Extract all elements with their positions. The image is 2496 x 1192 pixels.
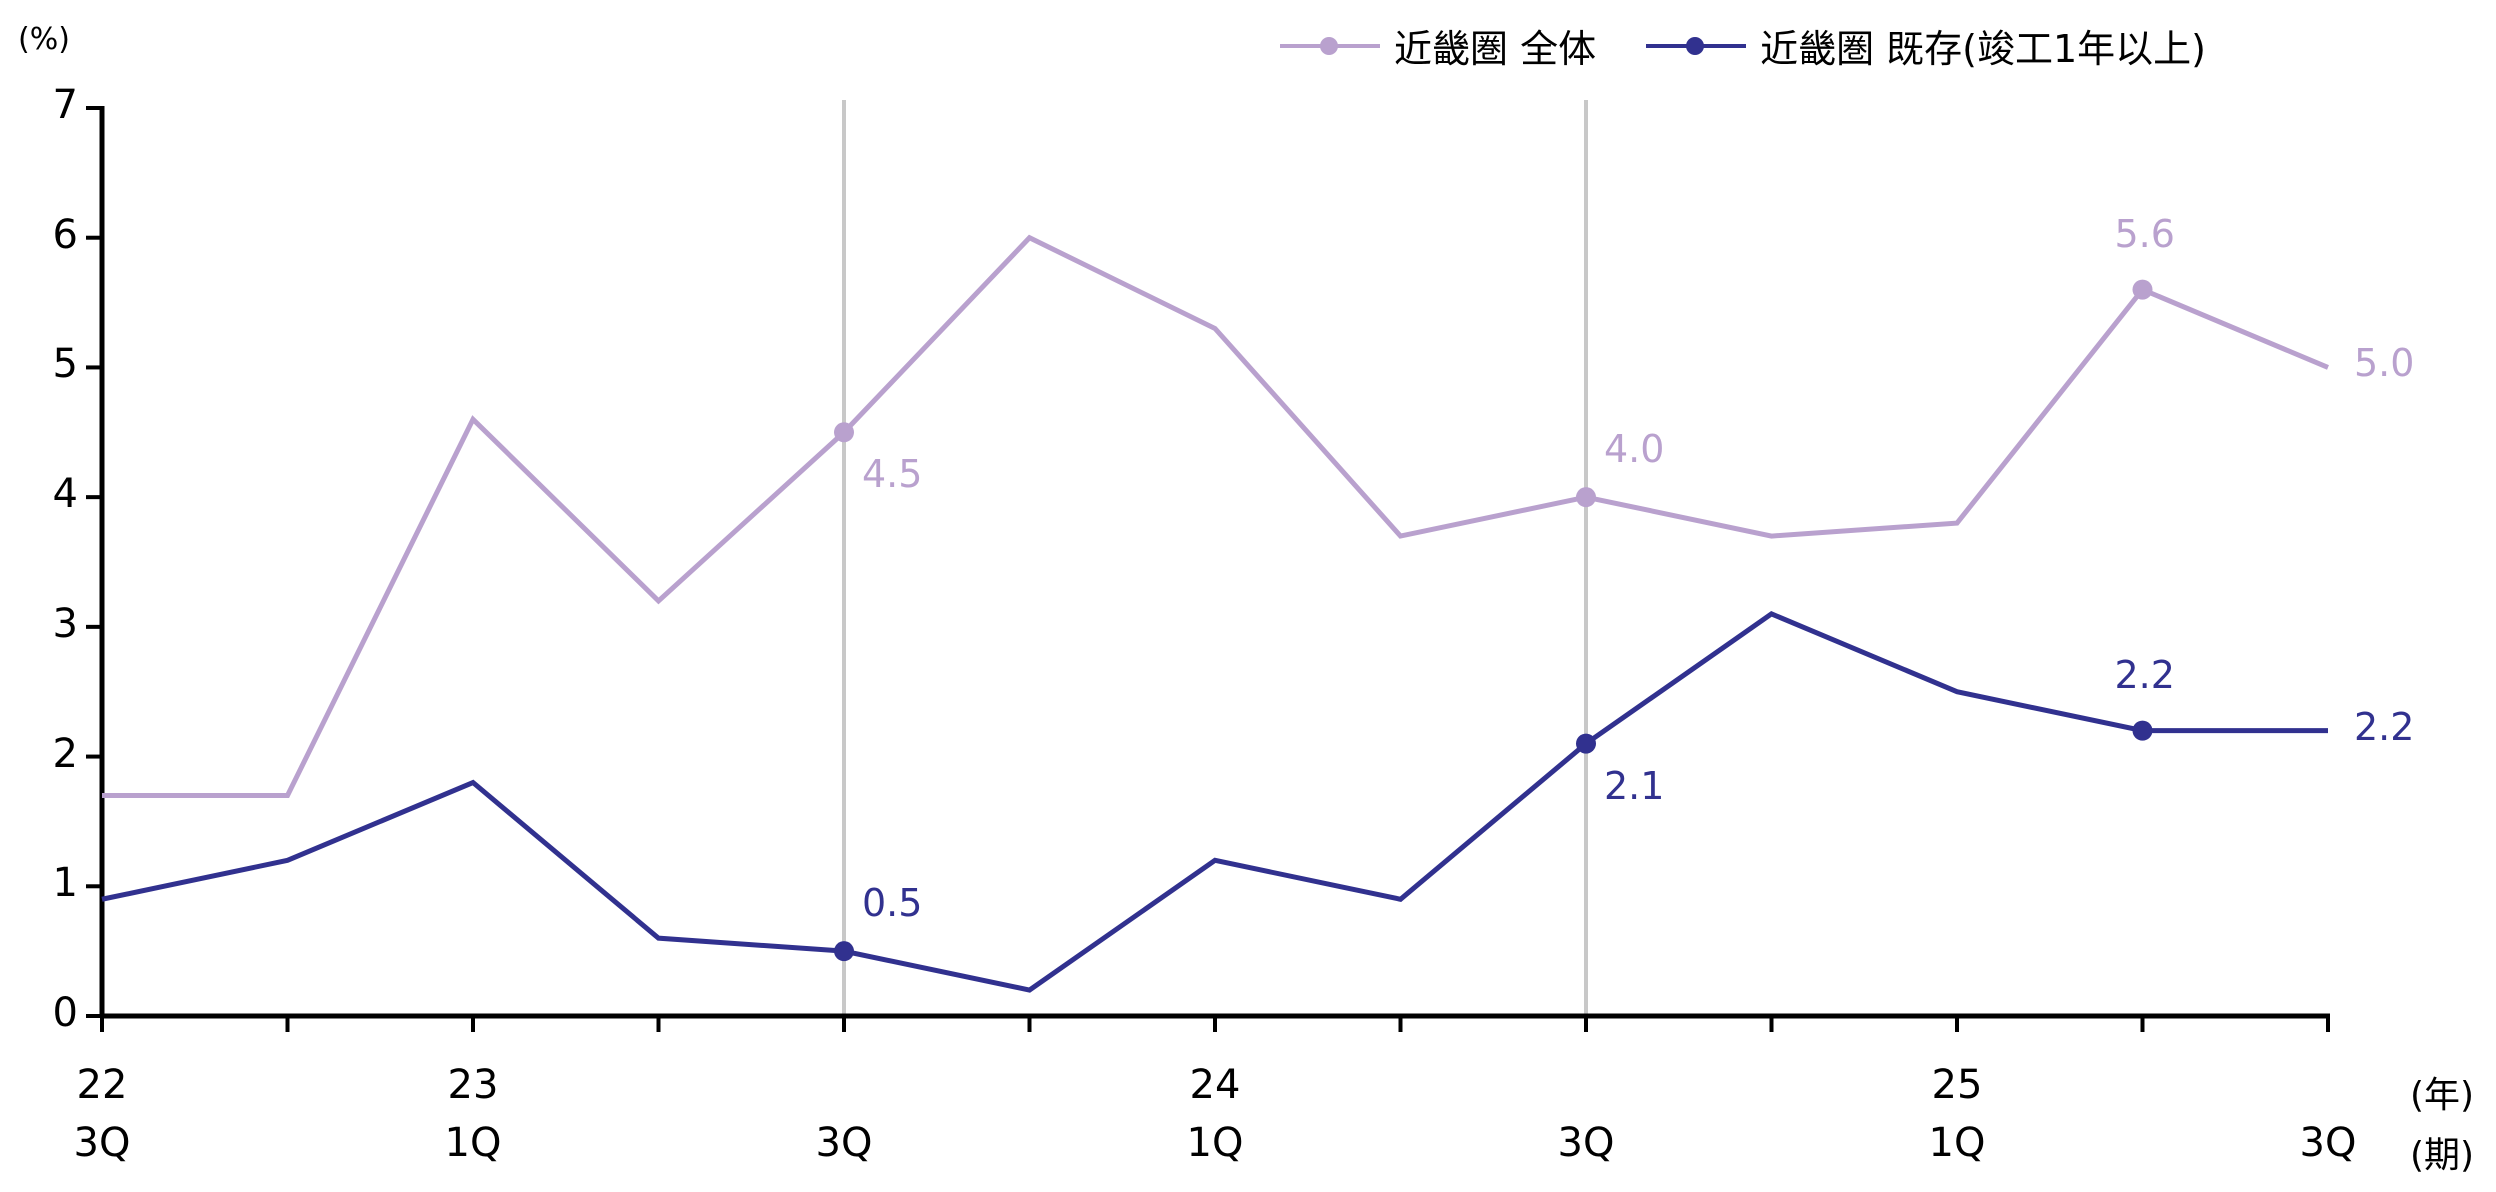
y-tick-label: 4: [52, 471, 78, 518]
y-tick-label: 0: [52, 990, 78, 1036]
x-tick-label-year: 22: [76, 1062, 128, 1108]
x-tick-label-year: 24: [1189, 1062, 1241, 1108]
data-label: 2.2: [2354, 704, 2415, 749]
data-label: 5.6: [2114, 211, 2175, 256]
y-tick-label: 3: [52, 600, 78, 647]
y-axis-unit: (%): [18, 22, 70, 57]
y-tick-label: 2: [52, 730, 78, 777]
x-tick-label-quarter: 3Q: [73, 1120, 131, 1166]
axes: [86, 106, 2330, 1032]
reference-lines: [842, 100, 1588, 1016]
data-point-marker: [1576, 487, 1596, 508]
data-point-marker: [834, 422, 854, 443]
data-point-marker: [2132, 720, 2153, 741]
x-tick-label-quarter: 1Q: [1928, 1120, 1986, 1166]
x-axis-unit-period: (期): [2410, 1135, 2475, 1176]
y-tick-label: 6: [52, 211, 78, 258]
series-line: [101, 611, 2328, 993]
y-tick-label: 5: [52, 341, 78, 388]
y-tick-label: 7: [52, 82, 78, 128]
data-label: 2.1: [1604, 763, 1665, 808]
data-point-marker: [834, 941, 854, 962]
series-1: [101, 611, 2328, 993]
y-tick-label: 1: [52, 860, 78, 907]
x-tick-label-quarter: 1Q: [1186, 1120, 1244, 1166]
legend-item-existing: 近畿圏 既存(竣工1年以上): [1646, 18, 2206, 73]
x-tick-label-quarter: 1Q: [444, 1120, 502, 1166]
legend-marker-icon: [1646, 31, 1747, 61]
data-label: 0.5: [862, 881, 923, 926]
legend-item-total: 近畿圏 全体: [1280, 18, 1596, 73]
series-layer: [101, 234, 2329, 993]
data-point-marker: [2132, 279, 2153, 300]
data-point-marker: [1576, 733, 1596, 754]
series-0: [102, 234, 2329, 798]
x-tick-label-quarter: 3Q: [2299, 1120, 2357, 1166]
x-tick-label-quarter: 3Q: [815, 1120, 873, 1166]
legend: 近畿圏 全体 近畿圏 既存(竣工1年以上): [1280, 18, 2206, 73]
legend-label: 近畿圏 既存(竣工1年以上): [1760, 27, 2207, 71]
legend-label: 近畿圏 全体: [1394, 27, 1597, 71]
legend-marker-icon: [1280, 31, 1380, 61]
x-tick-label-year: 23: [447, 1062, 499, 1108]
x-axis-unit-year: (年): [2410, 1075, 2475, 1116]
series-line: [102, 234, 2329, 798]
x-tick-label-quarter: 3Q: [1557, 1120, 1615, 1166]
data-label: 5.0: [2354, 341, 2415, 386]
data-label: 4.5: [862, 452, 923, 497]
data-label: 4.0: [1604, 427, 1665, 472]
x-tick-label-year: 25: [1931, 1062, 1983, 1108]
data-label: 2.2: [2114, 652, 2175, 697]
